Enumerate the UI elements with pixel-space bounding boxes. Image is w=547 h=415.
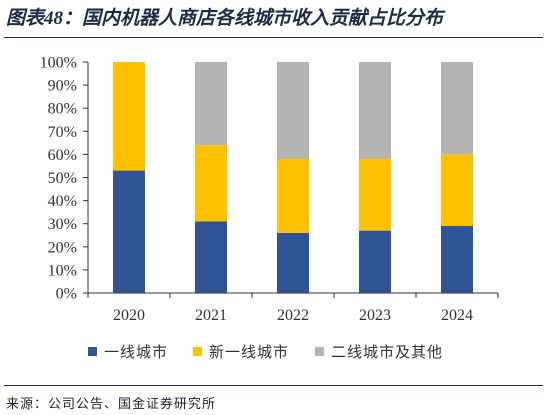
bar-segment-series-3 — [441, 62, 473, 155]
source-note: 来源：公司公告、国金证券研究所 — [6, 396, 217, 411]
bar-segment-series-2 — [195, 145, 227, 222]
x-tick-label: 2020 — [113, 307, 145, 324]
figure-title: 图表48：国内机器人商店各线城市收入贡献占比分布 — [6, 8, 444, 29]
bar-segment-series-1 — [195, 221, 227, 293]
y-tick-label: 60% — [48, 147, 77, 164]
legend-label: 新一线城市 — [209, 344, 289, 361]
legend-swatch — [88, 347, 97, 356]
bar-segment-series-3 — [277, 62, 309, 160]
legend-label: 一线城市 — [104, 344, 168, 361]
stacked-bar-chart: 0%10%20%30%40%50%60%70%80%90%100% 2020 20… — [40, 55, 499, 361]
legend-swatch — [315, 347, 324, 356]
y-tick-label: 70% — [48, 124, 77, 141]
bar-segment-series-2 — [277, 159, 309, 233]
y-tick-label: 90% — [48, 78, 77, 95]
bar-segment-series-2 — [441, 154, 473, 227]
legend-swatch — [193, 347, 202, 356]
y-tick-label: 0% — [56, 286, 77, 303]
bar-segment-series-2 — [359, 159, 391, 231]
x-tick-label: 2021 — [195, 307, 227, 324]
bars-group — [113, 62, 473, 293]
legend: 一线城市 新一线城市 二线城市及其他 — [88, 344, 443, 361]
y-tick-label: 100% — [40, 55, 77, 72]
bar-segment-series-1 — [359, 230, 391, 293]
x-tick-label: 2023 — [359, 307, 391, 324]
legend-label: 二线城市及其他 — [331, 344, 443, 361]
y-tick-label: 50% — [48, 170, 77, 187]
bar-segment-series-1 — [277, 232, 309, 293]
y-tick-label: 30% — [48, 216, 77, 233]
bar-segment-series-1 — [113, 170, 145, 293]
y-axis: 0% 10% 20% 30% 40% 50% 60% 70% 80% 90% 100% — [40, 55, 89, 303]
x-tick-label: 2024 — [441, 307, 473, 324]
bar-segment-series-2 — [113, 62, 145, 171]
y-tick-label: 20% — [48, 239, 77, 256]
x-axis: 2020 2021 2022 2023 2024 — [87, 292, 499, 324]
x-tick-label: 2022 — [277, 307, 309, 324]
y-tick-label: 40% — [48, 193, 77, 210]
source-divider — [4, 385, 543, 386]
y-tick-label: 80% — [48, 101, 77, 118]
title-divider — [4, 37, 543, 38]
y-tick-label: 10% — [48, 262, 77, 279]
bar-segment-series-3 — [359, 62, 391, 160]
bar-segment-series-1 — [441, 226, 473, 293]
bar-segment-series-3 — [195, 62, 227, 146]
